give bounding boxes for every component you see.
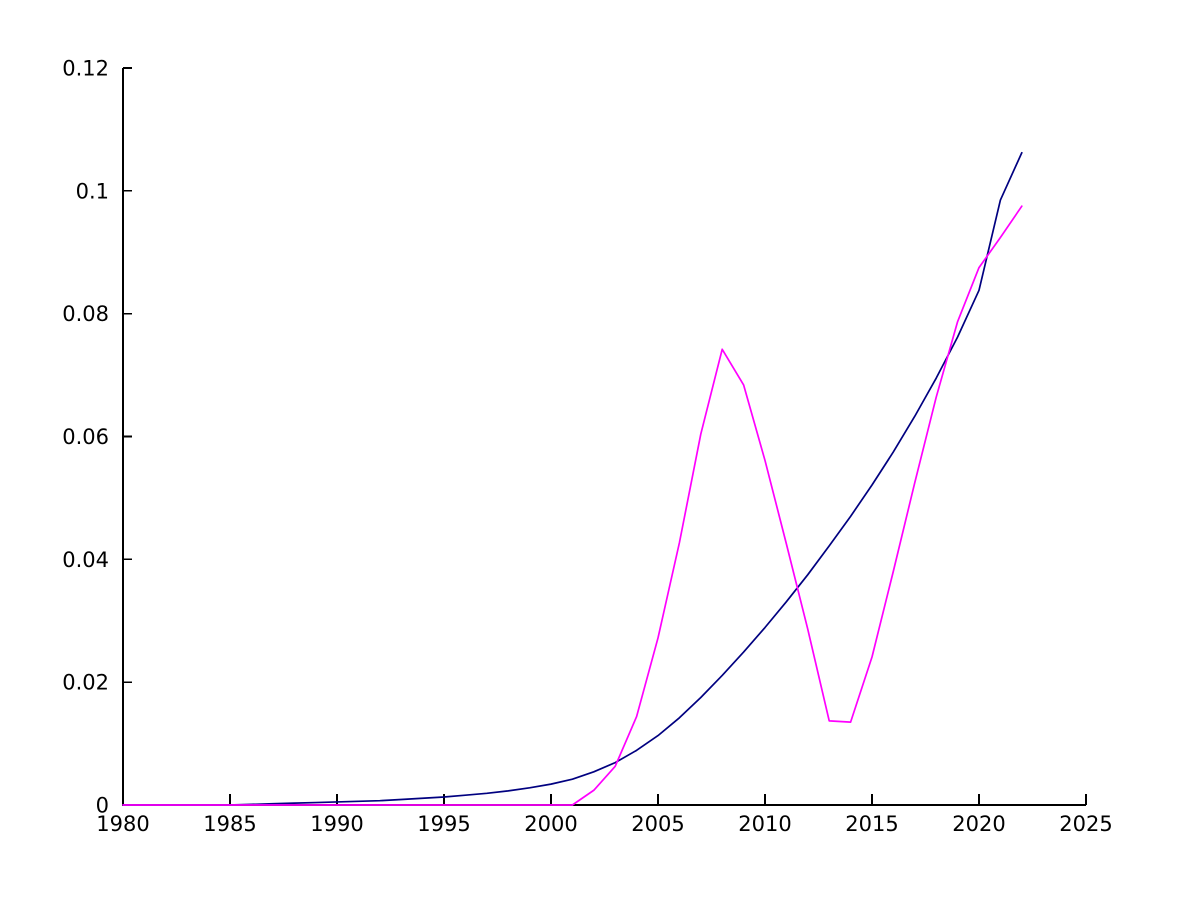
y-tick-label: 0.06 bbox=[62, 425, 109, 449]
x-tick-label: 1985 bbox=[203, 812, 256, 836]
data-series-group bbox=[122, 151, 1023, 806]
series-line-series-2 bbox=[122, 205, 1023, 806]
x-tick-label: 1990 bbox=[310, 812, 363, 836]
y-tick-label: 0.12 bbox=[62, 57, 109, 81]
y-tick-label: 0.02 bbox=[62, 671, 109, 695]
y-tick-label: 0 bbox=[96, 794, 109, 818]
x-tick-label: 2010 bbox=[738, 812, 791, 836]
x-tick-label: 2025 bbox=[1059, 812, 1112, 836]
series-line-series-1 bbox=[122, 151, 1023, 806]
y-tick-label: 0.08 bbox=[62, 302, 109, 326]
y-axis-ticks: 0 0.02 0.04 0.06 0.08 0.1 0.12 bbox=[62, 57, 132, 818]
axis-spines bbox=[122, 68, 1086, 806]
x-tick-label: 2000 bbox=[524, 812, 577, 836]
x-tick-label: 1980 bbox=[96, 812, 149, 836]
x-axis-ticks: 1980 1985 1990 1995 2000 2005 2010 2015 2020 2025 bbox=[96, 794, 1113, 836]
x-tick-label: 2020 bbox=[952, 812, 1005, 836]
x-tick-label: 2005 bbox=[631, 812, 684, 836]
x-tick-label: 1995 bbox=[417, 812, 470, 836]
axes bbox=[122, 67, 1087, 806]
x-tick-label: 2015 bbox=[845, 812, 898, 836]
y-tick-label: 0.1 bbox=[76, 179, 109, 203]
y-tick-label: 0.04 bbox=[62, 548, 109, 572]
